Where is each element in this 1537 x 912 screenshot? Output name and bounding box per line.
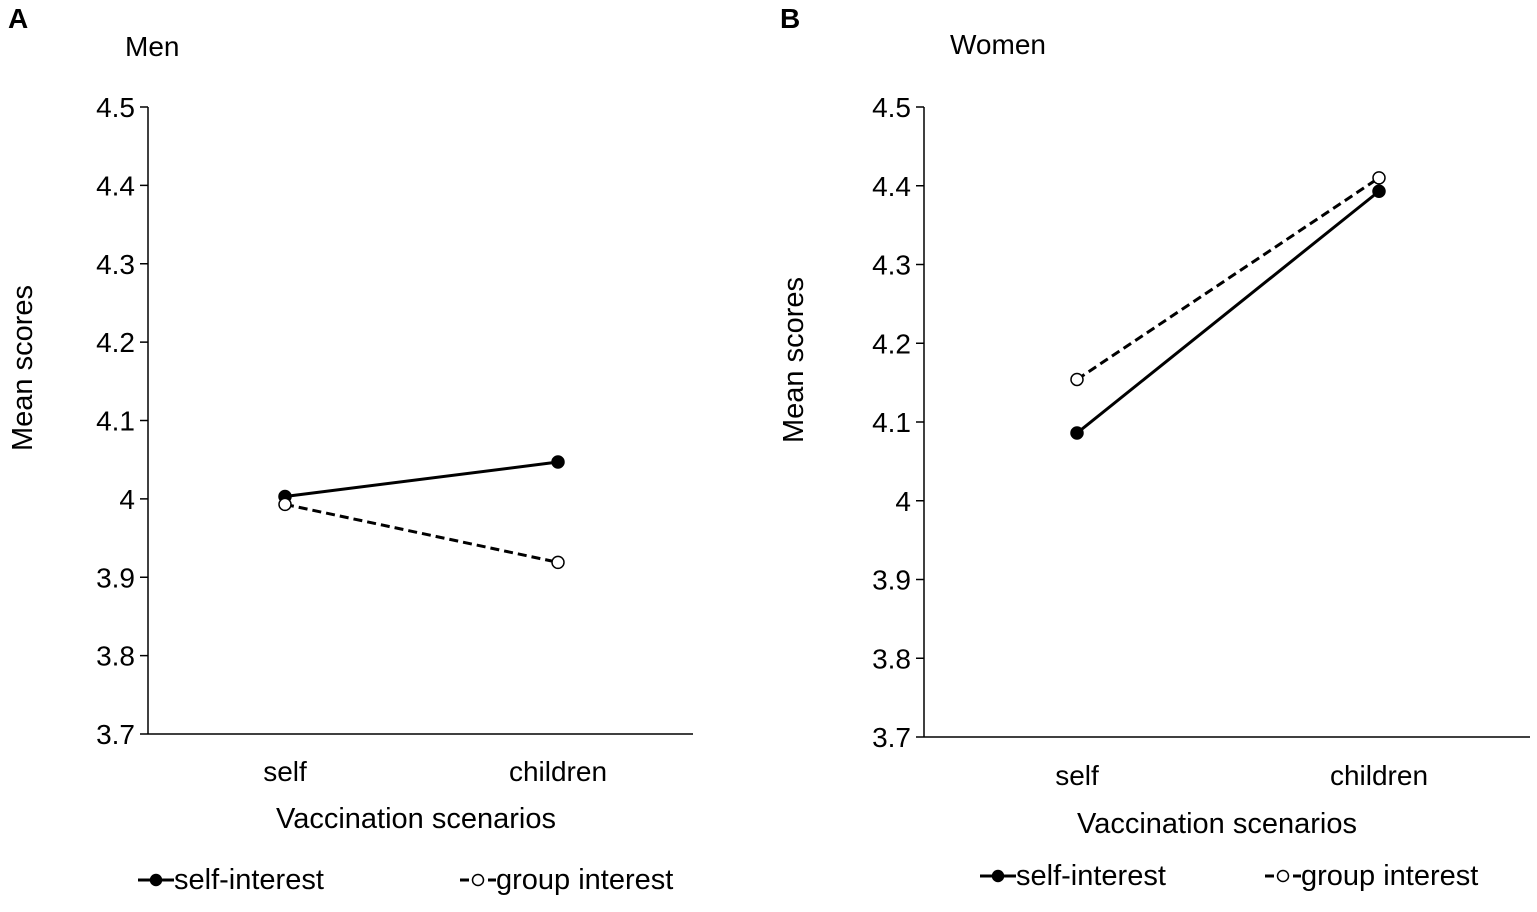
group-interest-point <box>1372 171 1386 185</box>
x-axis-title: Vaccination scenarios <box>1077 808 1357 840</box>
legend-key-marker <box>471 873 485 887</box>
legend-label: group interest <box>496 864 673 896</box>
y-tick-label: 3.8 <box>96 641 135 672</box>
y-tick-label: 3.9 <box>96 562 135 593</box>
panel-a-men: A Men Mean scores Vaccination scenarios … <box>7 3 693 896</box>
group-interest-series-line <box>284 502 559 564</box>
chart-title: Women <box>950 29 1046 60</box>
y-tick-label: 4.1 <box>96 406 135 437</box>
y-tick-label: 4.5 <box>872 92 911 123</box>
y-axis-title: Mean scores <box>7 285 39 451</box>
x-tick-label: self <box>1055 760 1099 791</box>
y-tick-label: 4.2 <box>872 328 911 359</box>
y-tick-label: 4.5 <box>96 92 135 123</box>
y-tick-label: 3.7 <box>872 722 911 753</box>
x-tick-label: children <box>1330 760 1428 791</box>
chart-title: Men <box>125 31 179 62</box>
y-tick-label: 3.7 <box>96 719 135 750</box>
y-tick-label: 4.4 <box>96 170 135 201</box>
self-interest-point <box>551 455 565 469</box>
y-tick-label: 3.8 <box>872 643 911 674</box>
y-tick-label: 4 <box>119 484 135 515</box>
y-tick-label: 4.4 <box>872 171 911 202</box>
x-tick-label: children <box>509 756 607 787</box>
legend-key-marker <box>991 869 1005 883</box>
group-interest-point <box>551 555 565 570</box>
y-tick-label: 4.1 <box>872 407 911 438</box>
group-interest-point <box>1070 372 1084 387</box>
legend: self-interest group interest <box>138 864 673 896</box>
y-tick-label: 4.2 <box>96 327 135 358</box>
x-tick-label: self <box>263 756 307 787</box>
group-interest-series-line <box>1076 176 1380 381</box>
y-axis-title: Mean scores <box>778 277 810 443</box>
x-axis-title: Vaccination scenarios <box>276 803 556 835</box>
self-interest-point <box>1070 426 1084 440</box>
group-interest-point <box>278 497 292 512</box>
self-interest-point <box>1372 184 1386 199</box>
y-tick-label: 4 <box>895 486 911 517</box>
panel-label: A <box>8 3 28 34</box>
y-tick-label: 4.3 <box>872 250 911 281</box>
y-tick-label: 3.9 <box>872 565 911 596</box>
self-interest-series-line <box>284 460 559 499</box>
legend-key-marker <box>1276 869 1290 883</box>
legend-label: self-interest <box>174 864 324 896</box>
legend: self-interest group interest <box>980 860 1478 892</box>
legend-label: self-interest <box>1016 860 1166 892</box>
legend-key-marker <box>149 873 163 887</box>
y-tick-label: 4.3 <box>96 249 135 280</box>
legend-label: group interest <box>1301 860 1478 892</box>
panel-label: B <box>780 3 800 34</box>
panel-b-women: B Women Mean scores Vaccination scenario… <box>778 3 1530 892</box>
self-interest-series-line <box>1076 190 1380 435</box>
